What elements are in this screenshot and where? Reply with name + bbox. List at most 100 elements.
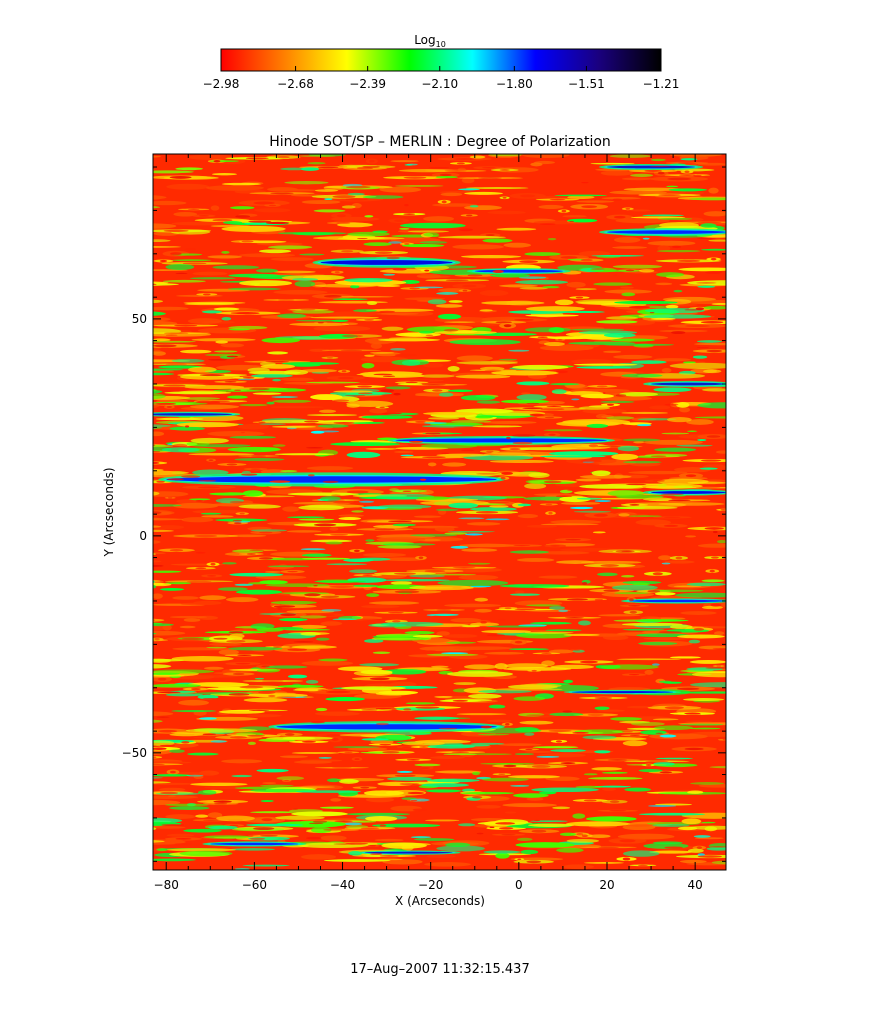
heatmap-cell: [248, 709, 270, 711]
heatmap-cell: [227, 395, 248, 399]
heatmap-cell: [153, 826, 186, 829]
heatmap-cell: [606, 230, 726, 234]
heatmap-cell: [621, 574, 635, 578]
heatmap-cell: [421, 783, 470, 788]
heatmap-cell: [504, 663, 549, 669]
heatmap-cell: [444, 170, 467, 172]
heatmap-cell: [514, 318, 534, 321]
colorbar-ticks: −2.98 −2.68 −2.39 −2.10 −1.80 −1.51 −1.21: [203, 66, 679, 91]
heatmap-cell: [301, 740, 317, 743]
heatmap-cell: [153, 560, 162, 563]
heatmap-cell: [426, 854, 456, 859]
heatmap-cell: [313, 236, 385, 240]
heatmap-cell: [153, 800, 181, 805]
heatmap-cell: [452, 244, 504, 250]
heatmap-cell: [434, 526, 455, 532]
heatmap-cell: [548, 729, 572, 732]
heatmap-cell: [229, 500, 244, 504]
heatmap-cell: [99, 408, 134, 410]
heatmap-cell: [402, 490, 412, 492]
heatmap-cell: [108, 702, 129, 705]
heatmap-cell: [679, 174, 696, 176]
heatmap-cell: [170, 252, 182, 256]
heatmap-cell: [202, 293, 211, 296]
heatmap-cell: [606, 165, 696, 169]
heatmap-cell: [580, 393, 615, 399]
heatmap-cell: [520, 849, 539, 855]
heatmap-cell: [426, 653, 479, 657]
heatmap-cell: [638, 269, 655, 273]
heatmap-cell: [317, 689, 328, 691]
heatmap-cell: [277, 313, 307, 319]
heatmap-cell: [424, 862, 471, 867]
heatmap-cell: [686, 713, 702, 715]
heatmap-cell: [686, 582, 726, 587]
heatmap-cell: [643, 314, 712, 319]
heatmap-cell: [126, 256, 136, 259]
heatmap-cell: [105, 398, 145, 404]
heatmap-cell: [541, 660, 555, 667]
heatmap-cell: [476, 804, 502, 809]
heatmap-cell: [706, 847, 726, 851]
heatmap-cell: [378, 338, 441, 342]
heatmap-cell: [329, 585, 355, 589]
heatmap-cell: [665, 304, 679, 309]
heatmap-cell: [692, 355, 708, 359]
heatmap-cell: [696, 346, 710, 349]
heatmap-cell: [489, 505, 509, 508]
heatmap-cell: [365, 539, 375, 542]
heatmap-cell: [402, 746, 411, 748]
heatmap-cell: [432, 203, 478, 207]
heatmap-cell: [418, 556, 424, 560]
heatmap-cell: [284, 180, 329, 185]
heatmap-cell: [153, 496, 154, 497]
heatmap-cell: [515, 632, 573, 639]
heatmap-cell: [465, 187, 529, 190]
heatmap-cell: [509, 447, 521, 451]
heatmap-cell: [92, 741, 139, 744]
heatmap-cell: [614, 236, 641, 243]
heatmap-cell: [140, 455, 147, 458]
heatmap-cell: [514, 590, 525, 594]
heatmap-cell: [435, 304, 463, 308]
heatmap-cell: [504, 811, 517, 814]
heatmap-cell: [353, 584, 379, 587]
heatmap-cell: [443, 753, 478, 756]
heatmap-cell: [451, 420, 492, 423]
heatmap-cell: [435, 175, 459, 179]
heatmap-cell: [544, 416, 555, 419]
heatmap-cell: [153, 747, 167, 751]
heatmap-cell: [549, 712, 584, 717]
heatmap-cell: [364, 638, 384, 643]
colorbar-tick-label: −2.39: [349, 77, 386, 91]
heatmap-cell: [611, 584, 658, 591]
heatmap-cell: [195, 499, 204, 502]
heatmap-cell: [330, 442, 400, 447]
heatmap-cell: [272, 378, 282, 382]
heatmap-cell: [153, 316, 171, 322]
heatmap-cell: [236, 311, 260, 315]
heatmap-cell: [394, 774, 416, 777]
heatmap-cell: [578, 406, 611, 410]
heatmap-cell: [310, 430, 325, 434]
heatmap-cell: [410, 799, 418, 802]
heatmap-cell: [620, 286, 634, 289]
heatmap-cell: [192, 509, 246, 514]
heatmap-cell: [613, 215, 626, 219]
heatmap-cell: [500, 476, 506, 480]
heatmap-cell: [467, 274, 483, 277]
heatmap-cell: [153, 795, 199, 799]
heatmap-cell: [118, 203, 142, 205]
heatmap-cell: [362, 552, 407, 558]
heatmap-cell: [251, 455, 267, 457]
heatmap-cell: [271, 396, 298, 399]
heatmap-cell: [120, 291, 131, 292]
heatmap-cell: [258, 421, 266, 423]
heatmap-cell: [374, 838, 404, 842]
heatmap-cell: [120, 331, 141, 333]
heatmap-cell: [259, 580, 288, 585]
heatmap-cell: [464, 205, 502, 211]
heatmap-cell: [122, 845, 141, 848]
heatmap-cell: [611, 453, 639, 461]
heatmap-cell: [594, 697, 613, 699]
